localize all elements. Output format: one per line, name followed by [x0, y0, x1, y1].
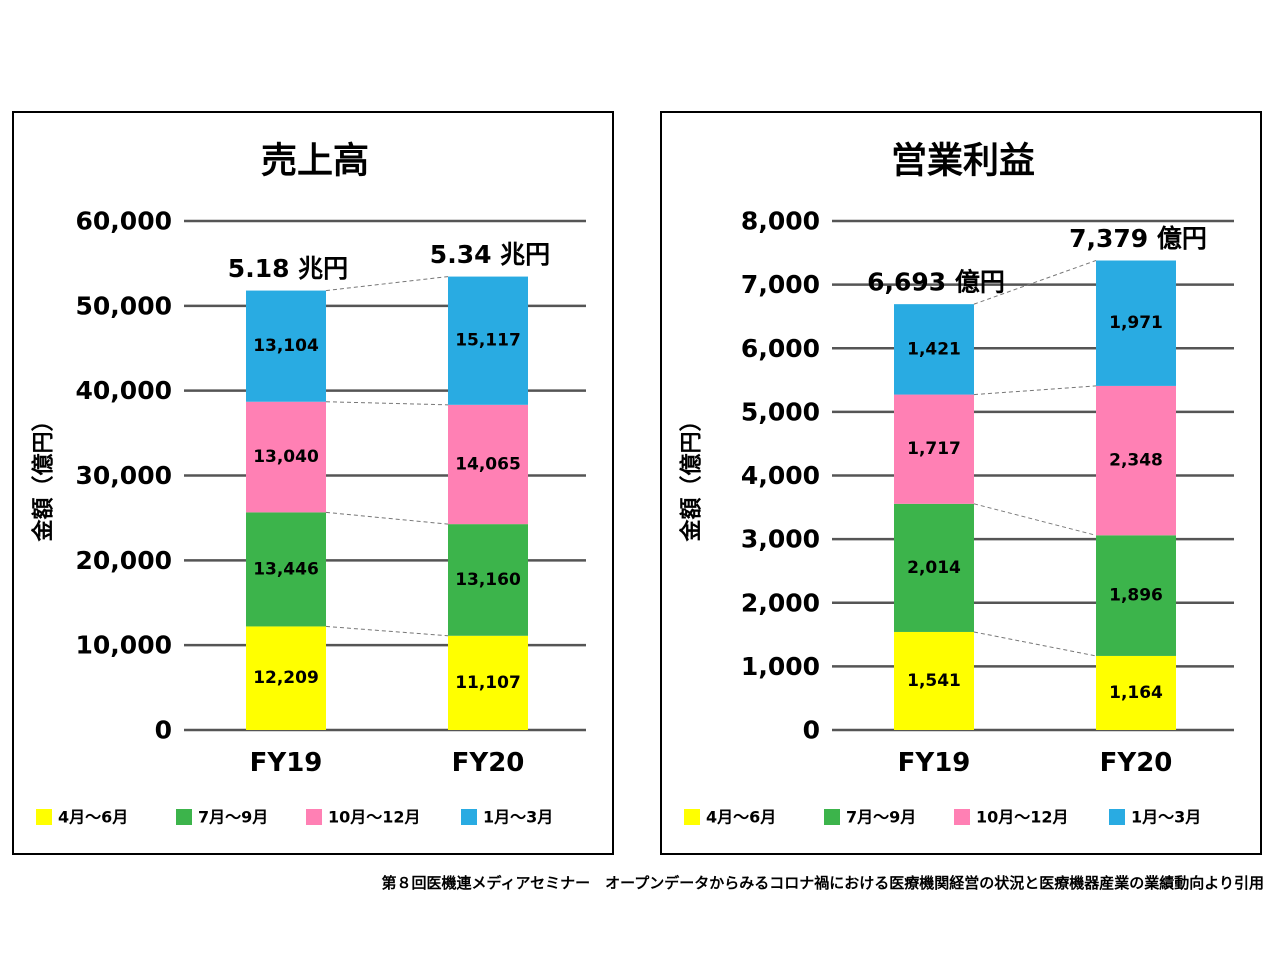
- legend-swatch: [36, 809, 52, 825]
- bar-segment-fy20-s2: [1096, 535, 1176, 656]
- segment-value-label: 13,446: [253, 559, 319, 579]
- y-tick-label: 5,000: [741, 397, 820, 426]
- legend-swatch: [684, 809, 700, 825]
- bar-segment-fy19-s4: [894, 304, 974, 395]
- sales-chart: 売上高 0 10,000 20,000 30,000 40,000 50,000 60,000…: [31, 141, 586, 827]
- connector-line: [325, 625, 449, 637]
- connector-line: [973, 503, 1097, 536]
- legend-swatch: [176, 809, 192, 825]
- segment-value-label: 14,065: [455, 454, 521, 474]
- legend-label: 1月～3月: [483, 808, 553, 827]
- legend-label: 1月～3月: [1131, 808, 1201, 827]
- segment-value-label: 13,160: [455, 570, 521, 590]
- x-category-label: FY19: [898, 748, 971, 778]
- bar-segment-fy19-s2: [894, 503, 974, 632]
- bar-segment-fy20-s4: [448, 276, 528, 405]
- legend-swatch: [1109, 809, 1125, 825]
- y-tick-label: 40,000: [76, 376, 172, 405]
- legend-label: 4月～6月: [58, 808, 128, 827]
- y-tick-label: 10,000: [76, 631, 172, 660]
- legend-swatch: [954, 809, 970, 825]
- y-tick-label: 0: [155, 716, 172, 745]
- segment-value-label: 2,014: [907, 558, 961, 578]
- segment-value-label: 1,541: [907, 671, 961, 691]
- y-tick-label: 3,000: [741, 525, 820, 554]
- bar-total-label: 6,693 億円: [867, 268, 1005, 297]
- bar-segment-fy19-s1: [894, 631, 974, 730]
- bar-segment-fy20-s3: [1096, 385, 1176, 536]
- y-tick-label: 0: [803, 716, 820, 745]
- bar-segment-fy19-s1: [246, 626, 326, 730]
- segment-value-label: 1,896: [1109, 586, 1163, 606]
- connector-line: [973, 385, 1097, 396]
- legend-label: 7月～9月: [198, 808, 268, 827]
- x-category-label: FY20: [1100, 748, 1173, 778]
- y-tick-label: 1,000: [741, 652, 820, 681]
- chart-title: 営業利益: [891, 141, 1035, 182]
- segment-value-label: 1,971: [1109, 313, 1163, 333]
- x-category-label: FY20: [452, 748, 525, 778]
- bar-total-label: 5.34 兆円: [430, 240, 550, 269]
- bar-total-label: 7,379 億円: [1069, 224, 1207, 253]
- bar-segment-fy20-s3: [448, 404, 528, 525]
- segment-value-label: 11,107: [455, 673, 521, 693]
- connector-line: [973, 631, 1097, 657]
- source-note: 第８回医機連メディアセミナー オープンデータからみるコロナ禍における医療機関経営…: [381, 874, 1264, 892]
- segment-value-label: 12,209: [253, 668, 319, 688]
- y-tick-label: 8,000: [741, 207, 820, 236]
- y-tick-label: 20,000: [76, 546, 172, 575]
- y-tick-label: 30,000: [76, 461, 172, 490]
- y-tick-label: 60,000: [76, 207, 172, 236]
- segment-value-label: 13,104: [253, 336, 319, 356]
- legend-swatch: [306, 809, 322, 825]
- connector-line: [325, 401, 449, 406]
- y-axis-label: 金額（億円）: [31, 409, 57, 542]
- bar-segment-fy20-s4: [1096, 260, 1176, 386]
- y-axis-label: 金額（億円）: [679, 409, 705, 542]
- legend-swatch: [824, 809, 840, 825]
- y-tick-label: 4,000: [741, 461, 820, 490]
- y-tick-label: 7,000: [741, 270, 820, 299]
- bar-segment-fy20-s2: [448, 524, 528, 636]
- segment-value-label: 1,717: [907, 439, 961, 459]
- operating-profit-chart: 営業利益 0 1,000 2,000 3,000 4,000 5,000 6,000 7,000…: [679, 141, 1234, 827]
- legend-label: 10月～12月: [328, 808, 421, 827]
- segment-value-label: 2,348: [1109, 451, 1163, 471]
- y-tick-label: 2,000: [741, 588, 820, 617]
- legend-swatch: [461, 809, 477, 825]
- segment-value-label: 13,040: [253, 447, 319, 467]
- bar-segment-fy19-s3: [246, 401, 326, 513]
- connector-line: [973, 260, 1097, 305]
- connector-line: [325, 511, 449, 525]
- segment-value-label: 1,421: [907, 339, 961, 359]
- bar-segment-fy19-s2: [246, 512, 326, 627]
- bar-segment-fy20-s1: [448, 635, 528, 730]
- x-category-label: FY19: [250, 748, 323, 778]
- bar-segment-fy19-s4: [246, 290, 326, 402]
- legend-label: 4月～6月: [706, 808, 776, 827]
- sales-chart-panel: 売上高 0 10,000 20,000 30,000 40,000 50,000 60,000…: [12, 111, 614, 855]
- chart-title: 売上高: [261, 141, 369, 182]
- y-tick-label: 6,000: [741, 334, 820, 363]
- segment-value-label: 1,164: [1109, 683, 1163, 703]
- operating-profit-chart-panel: 営業利益 0 1,000 2,000 3,000 4,000 5,000 6,000 7,000…: [660, 111, 1262, 855]
- legend-label: 10月～12月: [976, 808, 1069, 827]
- bar-segment-fy20-s1: [1096, 655, 1176, 730]
- y-tick-label: 50,000: [76, 291, 172, 320]
- segment-value-label: 15,117: [455, 331, 521, 351]
- bar-total-label: 5.18 兆円: [228, 254, 348, 283]
- legend-label: 7月～9月: [846, 808, 916, 827]
- bar-segment-fy19-s3: [894, 394, 974, 504]
